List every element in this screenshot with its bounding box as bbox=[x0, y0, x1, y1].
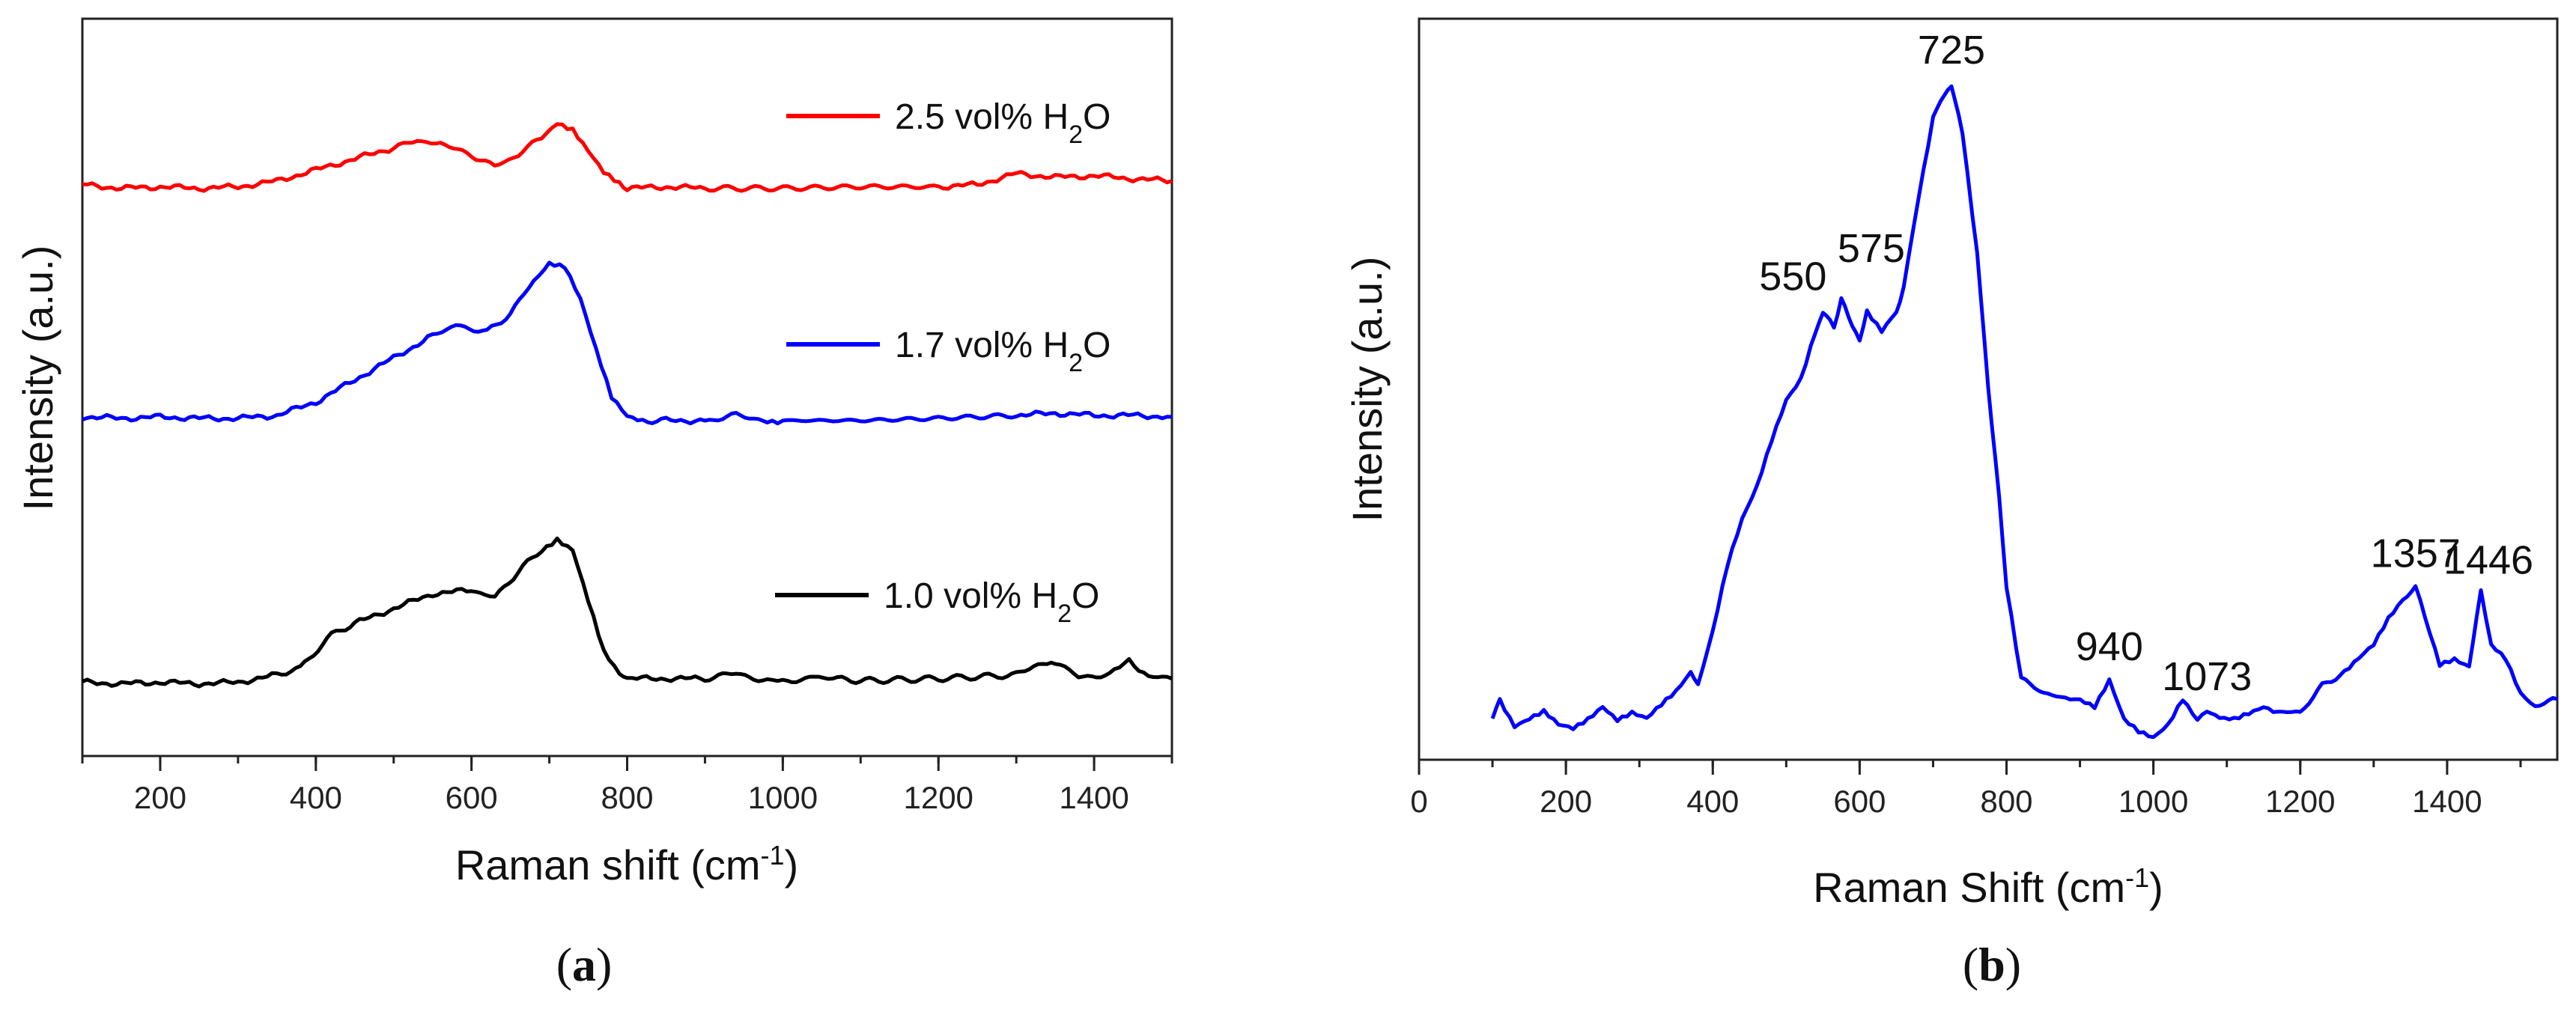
panel-a-x-tick-label: 400 bbox=[290, 780, 342, 815]
panel-a-x-tick-label: 600 bbox=[446, 780, 498, 815]
peak-label-550: 550 bbox=[1759, 254, 1826, 299]
peak-label-575: 575 bbox=[1838, 226, 1905, 271]
panel-b-x-axis-label: Raman Shift (cm-1) bbox=[1813, 862, 2163, 912]
panel-b-label: (b) bbox=[1963, 938, 2021, 991]
panel-a-series-line-1 bbox=[82, 260, 1173, 426]
peak-label-940: 940 bbox=[2076, 624, 2143, 669]
peak-label-1357: 1357 bbox=[2371, 531, 2461, 576]
panel-a-label: (a) bbox=[556, 938, 613, 991]
panel-a-x-tick-label: 1400 bbox=[1059, 780, 1128, 815]
panel-b-y-axis-label: Intensity (a.u.) bbox=[1343, 257, 1391, 522]
panel-a-series-line-0 bbox=[82, 122, 1173, 193]
panel-a-x-tick-label: 1200 bbox=[903, 780, 973, 815]
panel-b-series-line-0 bbox=[1490, 84, 2558, 740]
panel-b-x-tick-label: 600 bbox=[1833, 784, 1886, 819]
panel-b-x-tick-label: 200 bbox=[1540, 784, 1592, 819]
panel-a-x-axis-label: Raman shift (cm-1) bbox=[455, 840, 798, 889]
panel-a-series-group bbox=[82, 122, 1173, 689]
panel-b-x-tick-label: 1000 bbox=[2118, 784, 2188, 819]
panel-b-x-tick-label: 800 bbox=[1980, 784, 2032, 819]
peak-label-1446: 1446 bbox=[2443, 537, 2533, 582]
panel-b-plot-frame bbox=[1418, 17, 2559, 761]
panel-a-x-tick-label: 1000 bbox=[748, 780, 818, 815]
panel-a-legend: 2.5 vol% H2O 1.7 vol% H2O 1.0 vol% H2O bbox=[775, 97, 1111, 628]
legend-entry-0: 2.5 vol% H2O bbox=[895, 97, 1111, 149]
panel-a: 200 400 600 800 1000 1200 1400 Intensity (a.u.… bbox=[14, 17, 1173, 991]
panel-a-x-tick-label: 800 bbox=[601, 780, 653, 815]
panel-a-series-line-2 bbox=[82, 536, 1173, 689]
panel-a-y-axis-label: Intensity (a.u.) bbox=[14, 246, 61, 511]
panel-a-x-ticks: 200 400 600 800 1000 1200 1400 bbox=[81, 756, 1173, 815]
panel-b-x-tick-label: 1400 bbox=[2412, 784, 2482, 819]
panel-b-x-tick-label: 1200 bbox=[2265, 784, 2335, 819]
panel-a-x-tick-label: 200 bbox=[134, 780, 186, 815]
panel-b-x-tick-label: 0 bbox=[1410, 784, 1427, 819]
peak-label-1073: 1073 bbox=[2162, 654, 2252, 699]
panel-b-x-tick-label: 400 bbox=[1686, 784, 1739, 819]
legend-entry-1: 1.7 vol% H2O bbox=[895, 326, 1111, 377]
panel-b: 0 200 400 600 800 1000 1200 1400 725 575 550 940 10… bbox=[1343, 17, 2559, 991]
panel-b-series-group bbox=[1490, 84, 2558, 740]
legend-entry-2: 1.0 vol% H2O bbox=[884, 576, 1099, 628]
panel-b-x-ticks: 0 200 400 600 800 1000 1200 1400 bbox=[1410, 760, 2522, 819]
peak-label-725: 725 bbox=[1918, 28, 1985, 73]
